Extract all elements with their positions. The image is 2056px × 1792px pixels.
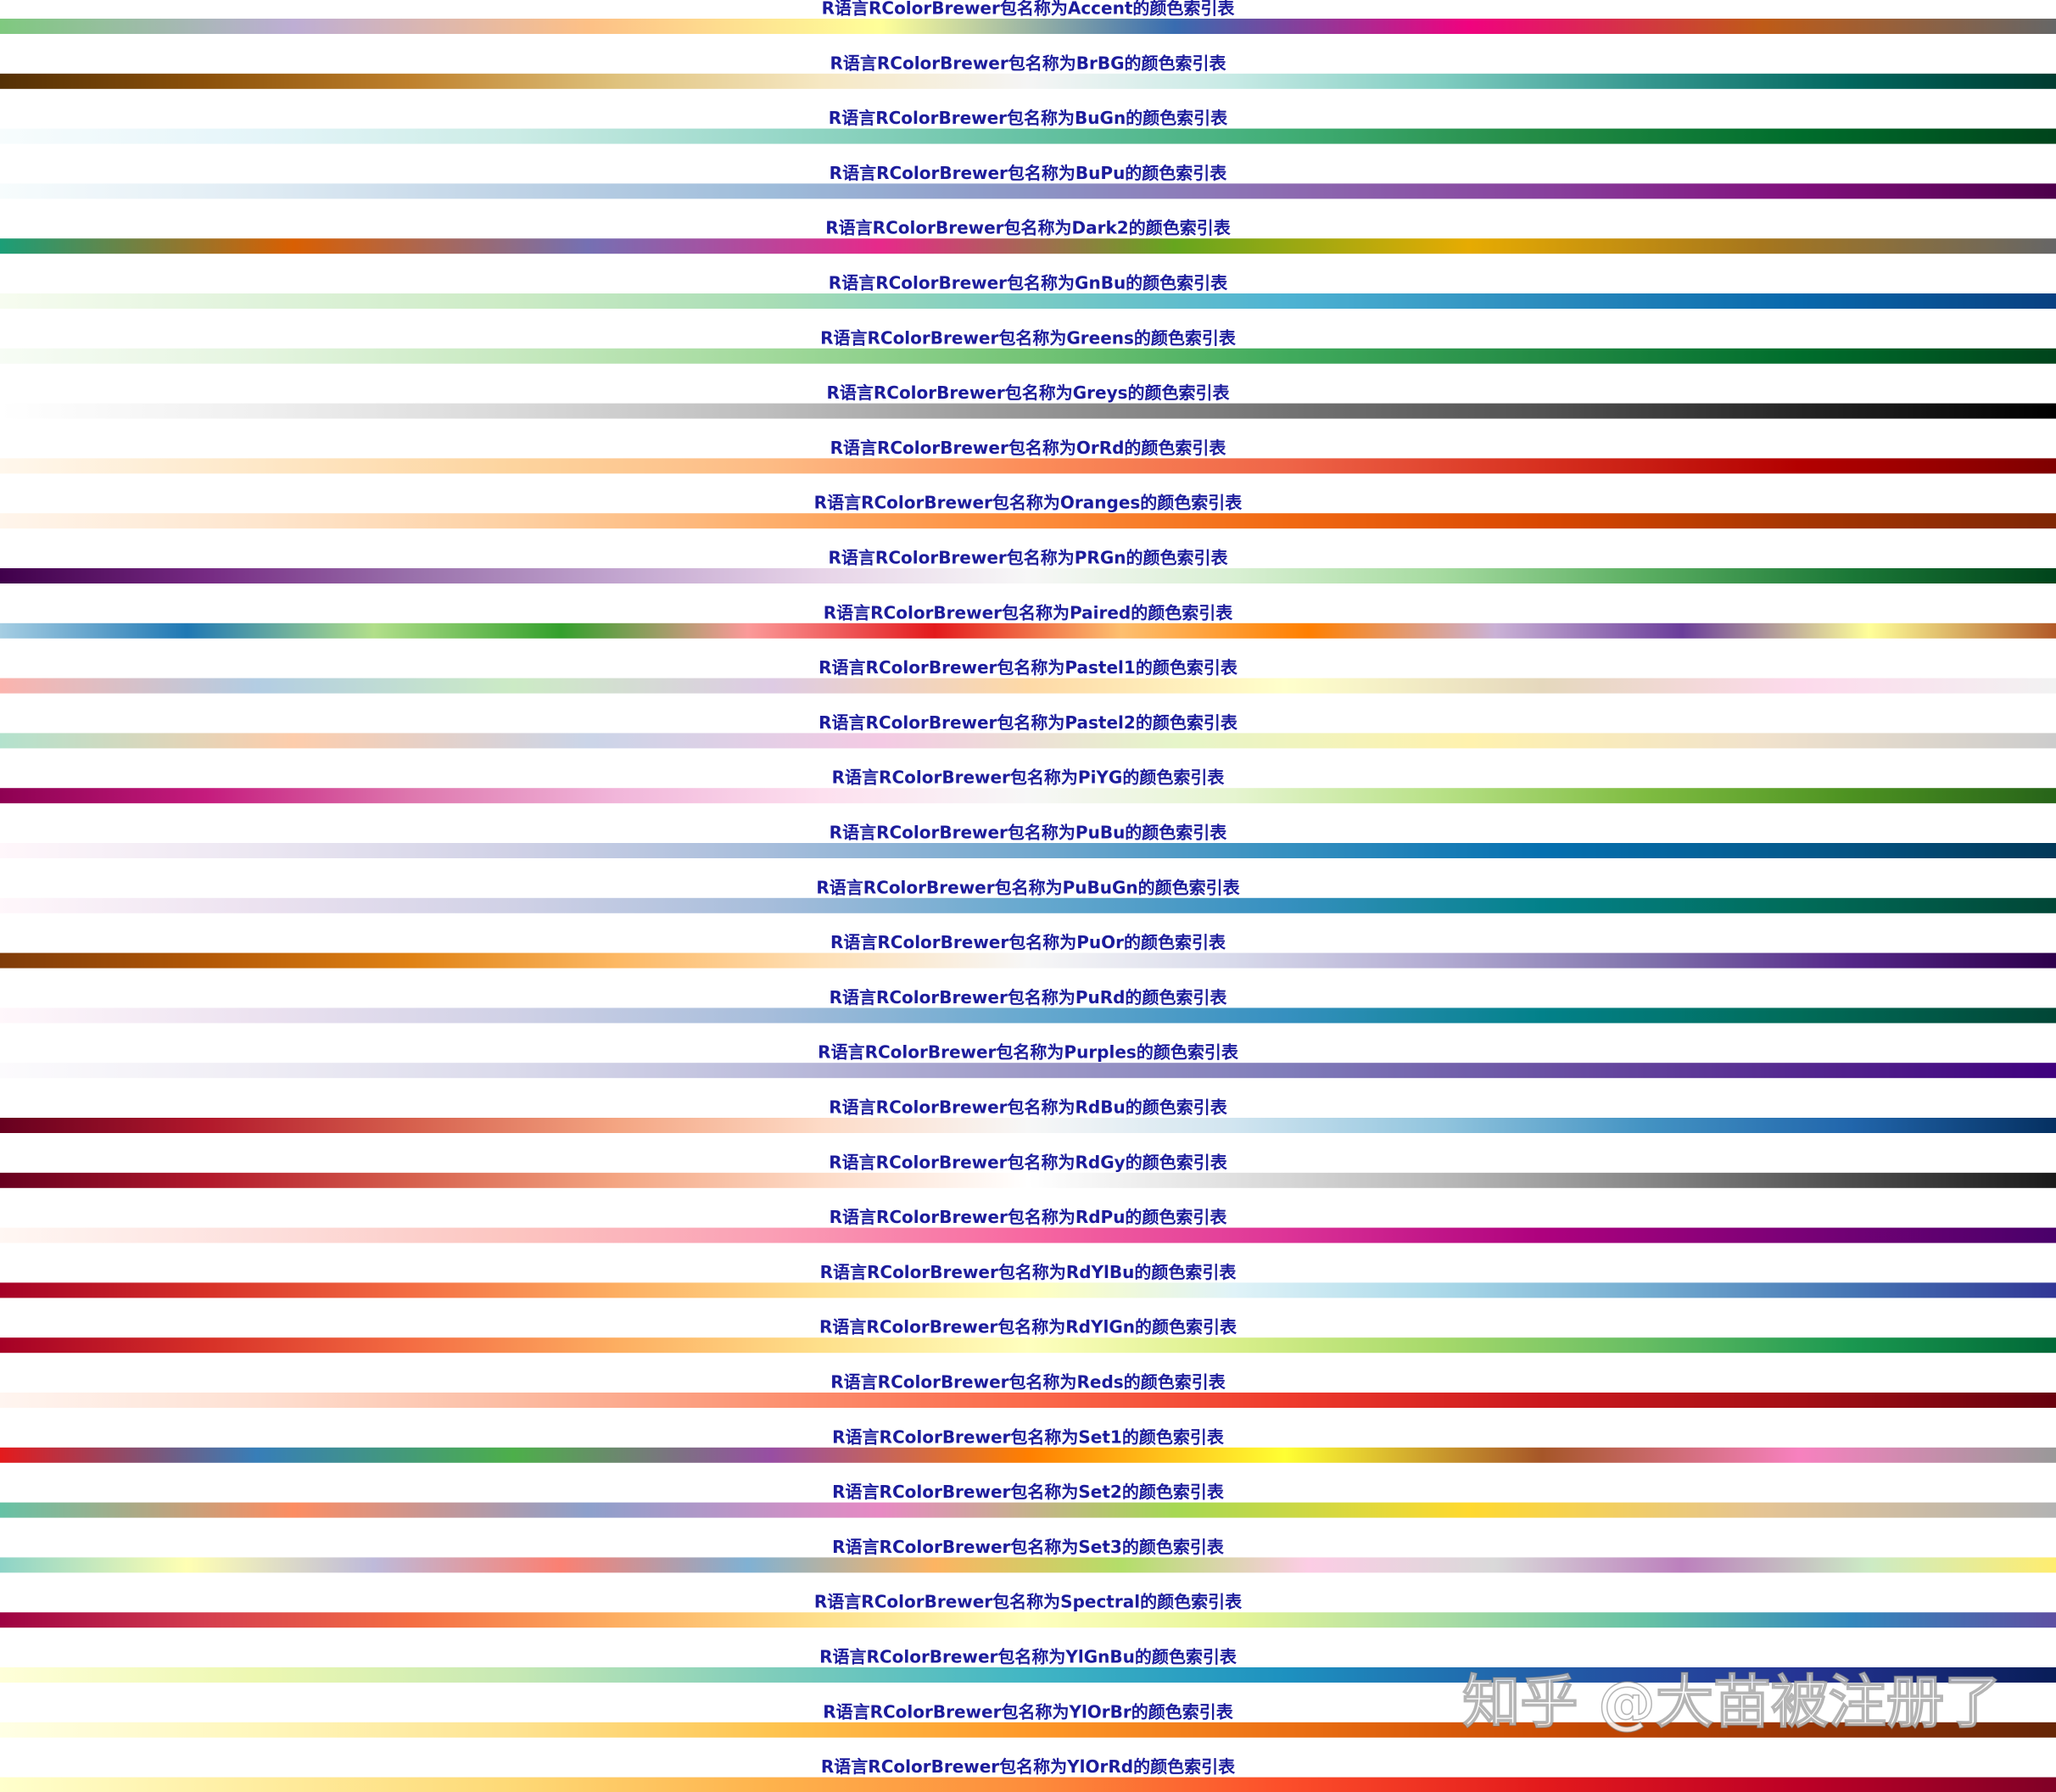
palette-title: R语言RColorBrewer包名称为YlGnBu的颜色索引表 — [819, 1647, 1238, 1667]
palette-title: R语言RColorBrewer包名称为Oranges的颜色索引表 — [814, 493, 1243, 513]
palette-bar — [0, 293, 2056, 309]
palette-bar — [0, 1063, 2056, 1079]
palette-title: R语言RColorBrewer包名称为BuGn的颜色索引表 — [829, 108, 1228, 128]
palette-bar — [0, 1612, 2056, 1628]
palette-title: R语言RColorBrewer包名称为PRGn的颜色索引表 — [829, 548, 1229, 568]
palette-bar — [0, 128, 2056, 144]
palette-title: R语言RColorBrewer包名称为BuPu的颜色索引表 — [830, 163, 1228, 183]
palette-title: R语言RColorBrewer包名称为PiYG的颜色索引表 — [832, 768, 1226, 788]
palette-title: R语言RColorBrewer包名称为Spectral的颜色索引表 — [814, 1592, 1243, 1612]
palette-bar — [0, 1557, 2056, 1573]
palette-bar — [0, 238, 2056, 254]
palette-bar — [0, 733, 2056, 749]
palette-title: R语言RColorBrewer包名称为Accent的颜色索引表 — [822, 0, 1236, 19]
palette-title: R语言RColorBrewer包名称为BrBG的颜色索引表 — [830, 53, 1226, 73]
palette-bar — [0, 678, 2056, 694]
palette-title: R语言RColorBrewer包名称为Set2的颜色索引表 — [832, 1482, 1225, 1502]
palette-title: R语言RColorBrewer包名称为Purples的颜色索引表 — [818, 1042, 1239, 1063]
palette-bar — [0, 73, 2056, 89]
palette-title: R语言RColorBrewer包名称为PuBu的颜色索引表 — [830, 823, 1228, 843]
palette-bar — [0, 1008, 2056, 1024]
palette-bar — [0, 1393, 2056, 1408]
palette-title: R语言RColorBrewer包名称为Pastel2的颜色索引表 — [818, 712, 1238, 733]
palette-bar — [0, 1172, 2056, 1188]
palette-title: R语言RColorBrewer包名称为PuOr的颜色索引表 — [830, 932, 1226, 952]
palette-bar — [0, 19, 2056, 34]
palette-title: R语言RColorBrewer包名称为Reds的颜色索引表 — [830, 1372, 1226, 1393]
palette-bar — [0, 1282, 2056, 1298]
palette-title: R语言RColorBrewer包名称为RdBu的颜色索引表 — [829, 1097, 1227, 1118]
palette-title: R语言RColorBrewer包名称为Set3的颜色索引表 — [832, 1537, 1225, 1557]
palette-title: R语言RColorBrewer包名称为YlOrRd的颜色索引表 — [821, 1756, 1236, 1777]
palette-bar — [0, 1337, 2056, 1354]
palette-bar — [0, 513, 2056, 529]
palette-title: R语言RColorBrewer包名称为RdPu的颜色索引表 — [830, 1207, 1228, 1227]
palette-bar — [0, 568, 2056, 583]
watermark: 知乎 @大苗被注册了 — [1462, 1670, 2002, 1737]
palette-title: R语言RColorBrewer包名称为PuBuGn的颜色索引表 — [816, 877, 1240, 897]
palette-bar — [0, 1227, 2056, 1243]
palette-title: R语言RColorBrewer包名称为RdGy的颜色索引表 — [829, 1152, 1227, 1172]
palette-title: R语言RColorBrewer包名称为PuRd的颜色索引表 — [830, 987, 1228, 1008]
palette-bar — [0, 1777, 2056, 1792]
palette-title: R语言RColorBrewer包名称为Dark2的颜色索引表 — [825, 218, 1231, 238]
palette-bar — [0, 458, 2056, 474]
palette-bar — [0, 403, 2056, 419]
palette-bar — [0, 788, 2056, 804]
palette-bar — [0, 348, 2056, 364]
palette-title: R语言RColorBrewer包名称为YlOrBr的颜色索引表 — [823, 1701, 1234, 1722]
palette-bar — [0, 843, 2056, 858]
palette-bar — [0, 183, 2056, 199]
palette-title: R语言RColorBrewer包名称为RdYlGn的颜色索引表 — [819, 1317, 1238, 1337]
palette-bar — [0, 1667, 2056, 1683]
palette-bar — [0, 1722, 2056, 1738]
palette-title: R语言RColorBrewer包名称为OrRd的颜色索引表 — [830, 438, 1227, 458]
palette-bar — [0, 1447, 2056, 1463]
palette-title: R语言RColorBrewer包名称为GnBu的颜色索引表 — [829, 273, 1228, 293]
palette-bar — [0, 1502, 2056, 1518]
palette-bar — [0, 952, 2056, 969]
palette-bar — [0, 622, 2056, 639]
palette-bar — [0, 1118, 2056, 1133]
palette-title: R语言RColorBrewer包名称为Greys的颜色索引表 — [826, 382, 1230, 403]
palette-title: R语言RColorBrewer包名称为Paired的颜色索引表 — [824, 602, 1233, 622]
palette-bar — [0, 897, 2056, 913]
palette-title: R语言RColorBrewer包名称为Pastel1的颜色索引表 — [818, 657, 1238, 678]
palette-title: R语言RColorBrewer包名称为RdYlBu的颜色索引表 — [820, 1262, 1238, 1282]
palette-title: R语言RColorBrewer包名称为Set1的颜色索引表 — [832, 1426, 1225, 1447]
palette-title: R语言RColorBrewer包名称为Greens的颜色索引表 — [820, 327, 1237, 348]
